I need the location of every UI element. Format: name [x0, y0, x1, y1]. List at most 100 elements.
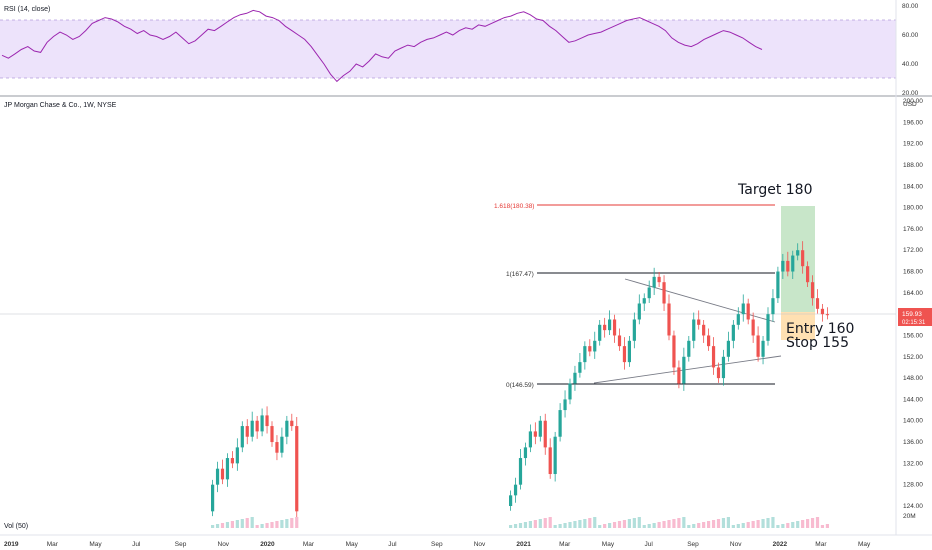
candle-body	[746, 303, 750, 320]
price-tick-label: 192.00	[903, 141, 923, 148]
candle-body	[270, 426, 274, 443]
candle-body	[707, 335, 711, 347]
stop-zone[interactable]	[781, 312, 815, 340]
candle-body	[796, 250, 800, 256]
volume-bar	[245, 518, 249, 528]
candle-body	[677, 367, 681, 384]
candle-body	[612, 319, 617, 336]
rsi-tick-60: 60.00	[902, 32, 919, 39]
volume-bar	[250, 517, 254, 528]
volume-bar	[280, 520, 284, 528]
volume-bar	[578, 520, 582, 528]
candlestick-series[interactable]	[211, 241, 829, 519]
bar-countdown: 02:15:31	[902, 320, 926, 326]
time-axis-label: May	[346, 541, 359, 548]
time-axis[interactable]: 2019 Mar May Jul Sep Nov 2020 Mar May Jul Sep Nov 20…	[4, 541, 871, 548]
candle-body	[642, 298, 646, 304]
time-axis-label: Mar	[559, 541, 571, 548]
candle-body	[806, 266, 810, 283]
candle-body	[220, 468, 225, 480]
volume-bar	[255, 525, 259, 528]
volume-bar	[603, 524, 607, 528]
volume-bar	[707, 521, 711, 528]
volume-bar	[687, 525, 691, 528]
candle-body	[518, 458, 523, 485]
price-tick-label: 144.00	[903, 396, 923, 403]
volume-bar	[756, 520, 760, 528]
fib-0-label: 0(146.59)	[506, 382, 534, 389]
entry-annotation[interactable]: Entry 160	[786, 321, 854, 337]
volume-bar	[235, 520, 239, 528]
price-tick-label: 140.00	[903, 418, 923, 425]
upper-trendline[interactable]	[624, 278, 776, 323]
candle-body	[825, 314, 829, 316]
time-axis-label: 2021	[516, 541, 531, 548]
volume-bar	[548, 517, 552, 528]
candle-body	[657, 276, 661, 283]
price-tick-label: 124.00	[903, 503, 923, 510]
volume-bar	[761, 519, 765, 528]
stop-annotation[interactable]: Stop 155	[786, 335, 849, 351]
volume-bar	[225, 522, 230, 528]
volume-bar	[240, 519, 244, 528]
price-tick-label: 152.00	[903, 354, 923, 361]
volume-bar	[275, 521, 279, 528]
candle-body	[603, 324, 607, 331]
volume-bar	[608, 523, 612, 528]
volume-bar	[662, 521, 666, 528]
volume-bar	[716, 519, 721, 528]
price-panel: JP Morgan Chase & Co., 1W, NYSE USD 200.…	[0, 98, 932, 519]
volume-bar	[523, 522, 528, 528]
rsi-panel: RSI (14, close) 80.00 60.00 40.00 20.00	[0, 3, 919, 97]
volume-bar	[741, 523, 745, 528]
volume-bar	[746, 522, 750, 528]
time-axis-label: May	[858, 541, 871, 548]
volume-bar	[657, 522, 661, 528]
volume-bar	[786, 523, 790, 528]
rsi-title: RSI (14, close)	[4, 6, 50, 13]
volume-bar	[776, 525, 780, 528]
volume-bar	[538, 519, 542, 528]
volume-bar	[285, 519, 289, 528]
volume-bar	[810, 518, 815, 528]
candle-body	[295, 426, 299, 512]
volume-bar	[220, 523, 225, 528]
volume-bar	[721, 518, 726, 528]
candle-body	[771, 298, 775, 315]
target-annotation[interactable]: Target 180	[737, 182, 812, 198]
volume-bar	[627, 519, 631, 528]
candle-body	[265, 415, 269, 427]
volume-bar	[781, 524, 785, 528]
volume-bar	[215, 524, 220, 528]
time-axis-label: 2020	[260, 541, 275, 548]
candle-body	[523, 447, 528, 459]
time-axis-label: Nov	[218, 541, 230, 548]
volume-bar	[672, 519, 676, 528]
candle-body	[711, 346, 716, 368]
volume-bar	[295, 517, 299, 528]
candle-body	[225, 458, 230, 480]
candle-body	[608, 319, 612, 331]
candle-body	[726, 340, 730, 357]
volume-tick: 20M	[903, 513, 916, 520]
time-axis-label: Sep	[431, 541, 443, 548]
lower-trendline[interactable]	[593, 355, 782, 384]
time-axis-label: Mar	[303, 541, 315, 548]
candle-body	[235, 447, 239, 464]
volume-bar	[558, 524, 562, 528]
candle-body	[617, 335, 622, 347]
candle-body	[682, 356, 686, 384]
candle-body	[558, 410, 562, 437]
candle-body	[245, 426, 249, 437]
rsi-band	[0, 20, 896, 78]
last-price-value: 159.93	[902, 311, 922, 318]
candle-body	[766, 314, 770, 341]
volume-bar	[588, 518, 592, 528]
candle-body	[801, 250, 805, 267]
time-axis-label: May	[602, 541, 615, 548]
price-axis[interactable]: 200.00 196.00 192.00 188.00 184.00 180.00 176.…	[903, 98, 923, 510]
volume-bar	[612, 522, 617, 528]
volume-bar	[533, 520, 537, 528]
price-tick-label: 176.00	[903, 226, 923, 233]
